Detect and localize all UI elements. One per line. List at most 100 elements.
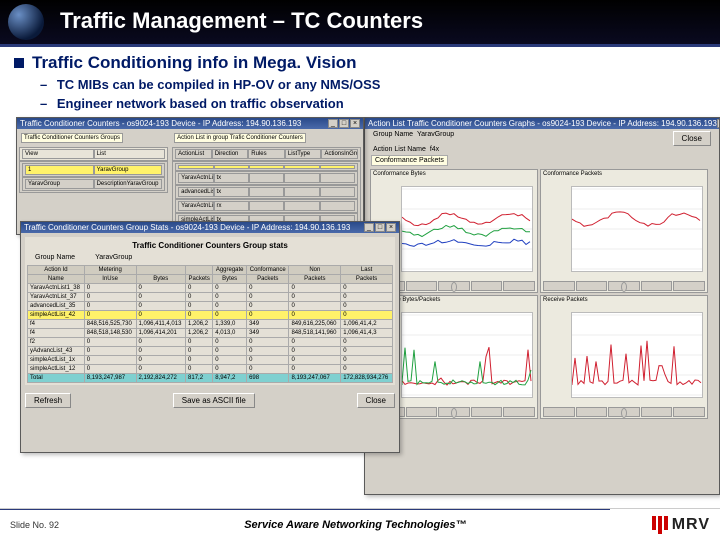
col-subheader: Bytes: [136, 275, 186, 284]
slide-number: Slide No. 92: [10, 520, 59, 530]
table-row[interactable]: advancedList_35tx: [175, 185, 358, 199]
col-header: [136, 266, 186, 275]
bullet-main: Traffic Conditioning info in Mega. Visio…: [14, 53, 706, 73]
close-button[interactable]: Close: [357, 393, 395, 408]
window-title-text: Traffic Conditioner Counters - os9024-19…: [20, 119, 301, 128]
refresh-button[interactable]: Refresh: [25, 393, 71, 408]
chart-btn[interactable]: [406, 281, 438, 291]
table-row[interactable]: simpleActList_120000000: [28, 365, 393, 374]
table-row[interactable]: YaravActnList_370000000: [28, 293, 393, 302]
table-row[interactable]: simpleActList_420000000: [28, 311, 393, 320]
col-header: ActionsInGroup: [321, 149, 358, 159]
groups-panel-label: Traffic Conditioner Counters Groups: [21, 133, 123, 143]
col-subheader: Packets: [186, 275, 213, 284]
table-row[interactable]: f20000000: [28, 338, 393, 347]
col-header: Conformance: [247, 266, 289, 275]
chart-btn[interactable]: [503, 407, 535, 417]
chart-btn[interactable]: [438, 281, 470, 291]
mrv-logo: MRV: [652, 516, 710, 534]
chart-btn[interactable]: [673, 281, 705, 291]
col-header: Action Id: [28, 266, 85, 275]
chart-area: [401, 186, 533, 272]
chart-btn[interactable]: [673, 407, 705, 417]
col-subheader: Name: [28, 275, 85, 284]
window-title-text: Traffic Conditioner Counters Group Stats…: [24, 223, 350, 232]
save-ascii-button[interactable]: Save as ASCII file: [173, 393, 255, 408]
col-subheader: Packets: [289, 275, 341, 284]
globe-icon: [8, 4, 44, 40]
col-header: Rules: [248, 149, 285, 159]
chart-btn[interactable]: [543, 281, 575, 291]
chart-btn[interactable]: [503, 281, 535, 291]
minimize-icon[interactable]: _: [328, 119, 338, 128]
chart-btn[interactable]: [471, 281, 503, 291]
window-titlebar[interactable]: Traffic Conditioner Counters Group Stats…: [21, 222, 399, 233]
col-header: [186, 266, 213, 275]
window-titlebar[interactable]: Traffic Conditioner Counters - os9024-19…: [17, 118, 363, 129]
table-row[interactable]: YaravActnList1_380000000: [28, 284, 393, 293]
chart-btn[interactable]: [608, 281, 640, 291]
group-name-label: Group Name: [373, 131, 413, 138]
slide-title-bar: Traffic Management – TC Counters: [0, 0, 720, 44]
table-row[interactable]: f4848,516,525,7301,096,411,4,0131,206,21…: [28, 320, 393, 329]
table-row[interactable]: simpleActList_1x0000000: [28, 356, 393, 365]
col-subheader: InUse: [84, 275, 136, 284]
chart-btn[interactable]: [543, 407, 575, 417]
table-row[interactable]: YaravActnList1_38tx: [175, 171, 358, 185]
col-header: Metering: [84, 266, 136, 275]
logo-bars-icon: [652, 516, 668, 534]
chart-btn[interactable]: [406, 407, 438, 417]
chart-btn[interactable]: [641, 281, 673, 291]
dash-icon: –: [40, 77, 47, 92]
chart-btn[interactable]: [608, 407, 640, 417]
stats-table: Action IdMetering AggregateConformanceNo…: [27, 265, 393, 383]
chart-btn[interactable]: [641, 407, 673, 417]
slide-footer: Slide No. 92 Service Aware Networking Te…: [0, 508, 720, 540]
window-titlebar[interactable]: Action List Traffic Conditioner Counters…: [365, 118, 719, 129]
maximize-icon[interactable]: □: [375, 223, 385, 232]
table-row[interactable]: Total8,193,247,9872,192,824,272817,28,94…: [28, 374, 393, 383]
table-row[interactable]: f4848,518,148,5301,096,414,2011,206,24,0…: [28, 329, 393, 338]
col-header: Direction: [212, 149, 249, 159]
table-row[interactable]: advancedList_350000000: [28, 302, 393, 311]
window-group-stats: Traffic Conditioner Counters Group Stats…: [20, 221, 400, 453]
group-name-label: Group Name: [35, 254, 75, 261]
chart-area: [401, 312, 533, 398]
col-subheader: Packets: [341, 275, 393, 284]
minimize-icon[interactable]: _: [364, 223, 374, 232]
close-icon[interactable]: ×: [350, 119, 360, 128]
chart-btn[interactable]: [576, 407, 608, 417]
chart-btn[interactable]: [471, 407, 503, 417]
table-row[interactable]: YaravGroupDescriptionYaravGroup: [22, 177, 165, 191]
sub-bullet-1: – TC MIBs can be compiled in HP-OV or an…: [40, 73, 706, 92]
col-header: Non: [289, 266, 341, 275]
footer-tagline: Service Aware Networking Technologies™: [244, 519, 466, 531]
col-header: ListType: [285, 149, 322, 159]
group-name-value: YaravGroup: [417, 131, 454, 138]
chart-btn[interactable]: [576, 281, 608, 291]
chart-btn[interactable]: [438, 407, 470, 417]
chart-toolbar: [543, 407, 705, 417]
chart-area: [571, 186, 703, 272]
acl-label: Action List Name: [373, 146, 426, 153]
minimize-icon[interactable]: _: [717, 119, 719, 128]
maximize-icon[interactable]: □: [339, 119, 349, 128]
col-header: List: [94, 149, 166, 159]
action-list-panel-label: Action List in group Trafic Conditioner …: [174, 133, 306, 143]
chart-title: Conformance Bytes: [371, 170, 537, 178]
slide-title: Traffic Management – TC Counters: [60, 8, 423, 33]
table-row[interactable]: yAdvancList_430000000: [28, 347, 393, 356]
chart-title: Receive Packets: [541, 296, 707, 304]
table-row[interactable]: [175, 163, 358, 171]
col-header: Last: [341, 266, 393, 275]
close-button[interactable]: Close: [673, 131, 711, 146]
col-subheader: Packets: [247, 275, 289, 284]
bullet-text: Traffic Conditioning info in Mega. Visio…: [32, 53, 357, 73]
window-title-text: Action List Traffic Conditioner Counters…: [368, 119, 717, 128]
stats-heading: Traffic Conditioner Counters Group stats: [27, 239, 393, 252]
close-icon[interactable]: ×: [386, 223, 396, 232]
logo-text: MRV: [672, 516, 710, 534]
table-row[interactable]: YaravActnList_37rx: [175, 199, 358, 213]
table-row[interactable]: 1YaravGroup: [22, 163, 165, 177]
acl-value: f4x: [430, 146, 439, 153]
